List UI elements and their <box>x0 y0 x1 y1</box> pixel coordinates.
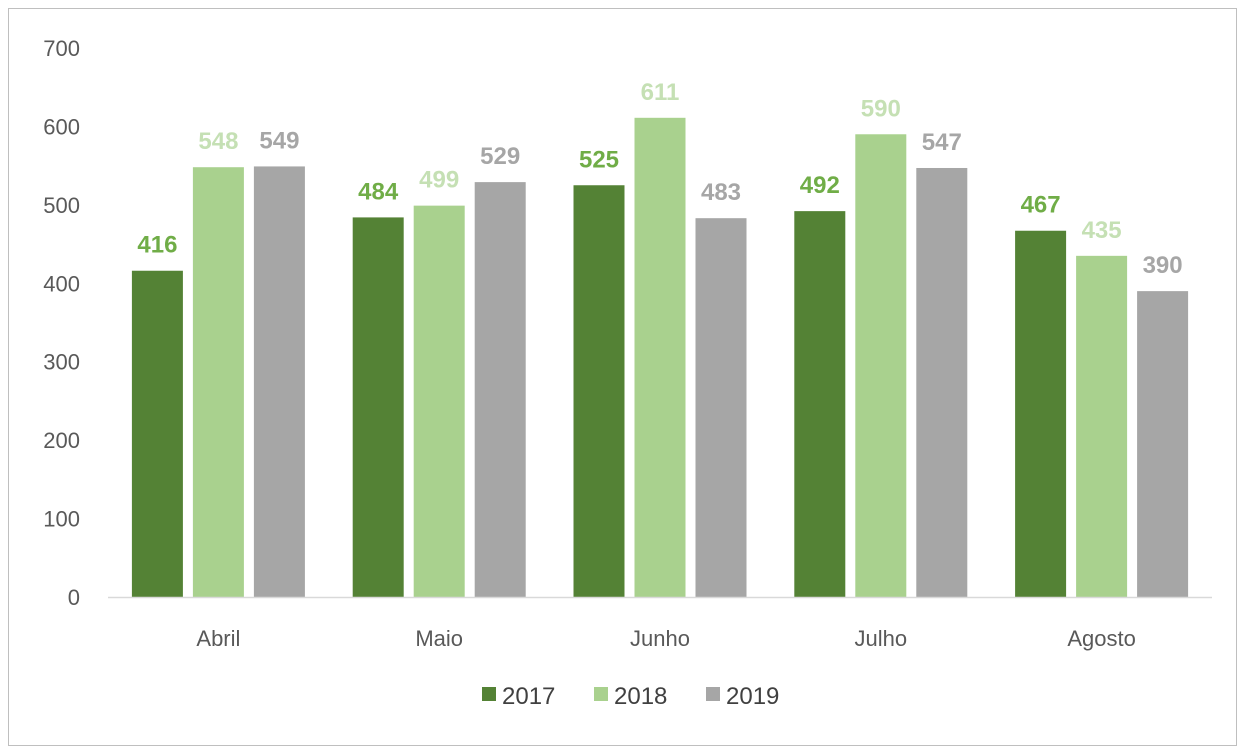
data-label: 467 <box>1021 192 1061 219</box>
bar-2017-julho <box>794 211 846 598</box>
y-tick-label: 400 <box>43 271 80 296</box>
data-label: 548 <box>198 128 238 155</box>
legend-label: 2017 <box>502 683 555 710</box>
data-label: 492 <box>800 172 840 199</box>
legend-label: 2019 <box>726 683 779 710</box>
data-label: 416 <box>137 232 177 259</box>
legend-swatch-2017 <box>482 687 496 701</box>
data-label: 547 <box>922 129 962 156</box>
bar-2017-maio <box>352 217 404 598</box>
bar-2018-agosto <box>1076 255 1128 598</box>
data-label: 483 <box>701 179 741 206</box>
x-tick-label: Julho <box>855 626 908 651</box>
bar-2019-junho <box>695 218 747 597</box>
bar-2018-abril <box>192 167 244 597</box>
y-tick-label: 100 <box>43 507 80 532</box>
bar-2018-maio <box>413 205 465 598</box>
data-label: 525 <box>579 146 619 173</box>
data-label: 529 <box>480 143 520 170</box>
legend-swatch-2018 <box>594 687 608 701</box>
data-label: 611 <box>641 79 680 106</box>
bar-2019-abril <box>253 166 305 598</box>
data-label: 484 <box>358 178 399 205</box>
y-tick-label: 600 <box>43 114 80 139</box>
bar-2017-junho <box>573 185 625 597</box>
y-tick-label: 0 <box>68 585 80 610</box>
x-tick-label: Junho <box>630 626 690 651</box>
data-label: 549 <box>259 127 299 154</box>
x-tick-label: Maio <box>415 626 463 651</box>
data-label: 435 <box>1082 217 1122 244</box>
y-tick-label: 300 <box>43 350 80 375</box>
bar-2018-junho <box>634 117 686 598</box>
bar-2019-maio <box>474 182 526 597</box>
data-label: 390 <box>1143 252 1183 279</box>
y-tick-label: 200 <box>43 428 80 453</box>
y-tick-label: 700 <box>43 36 80 61</box>
data-label: 499 <box>419 167 459 194</box>
x-tick-label: Abril <box>196 626 240 651</box>
legend-label: 2018 <box>614 683 667 710</box>
y-tick-label: 500 <box>43 193 80 218</box>
legend-swatch-2019 <box>706 687 720 701</box>
data-label: 590 <box>861 95 901 122</box>
bar-2017-agosto <box>1015 230 1067 597</box>
bar-2019-agosto <box>1137 291 1189 597</box>
x-tick-label: Agosto <box>1067 626 1136 651</box>
bar-2017-abril <box>131 270 183 597</box>
bar-2018-julho <box>855 134 907 597</box>
bar-2019-julho <box>916 167 968 597</box>
